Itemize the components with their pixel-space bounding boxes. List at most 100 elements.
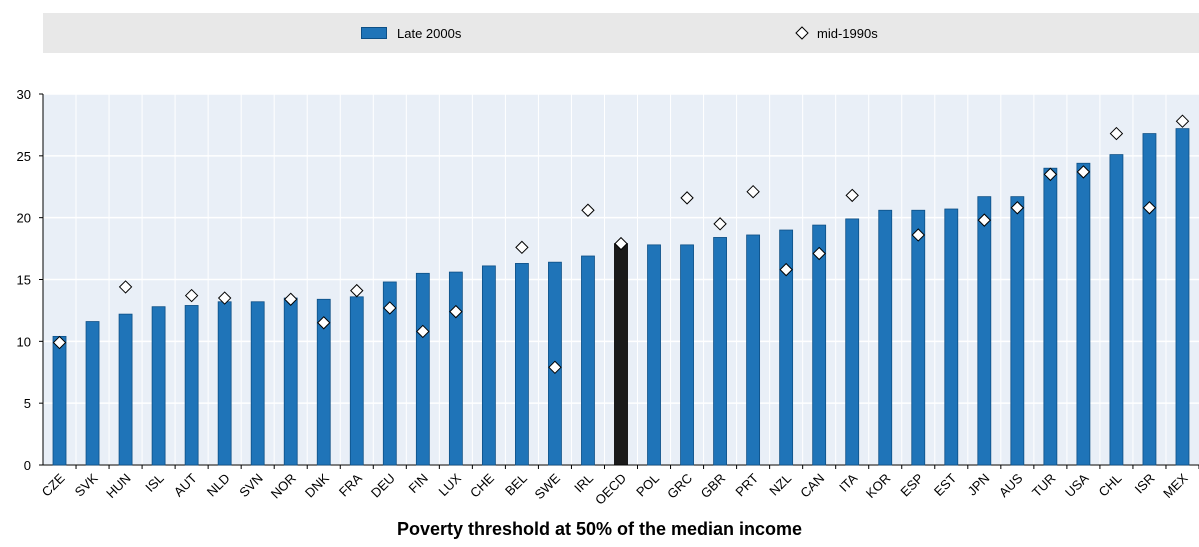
- bar-est[interactable]: [944, 208, 959, 466]
- bar-esp[interactable]: [911, 209, 926, 466]
- chart-title: Poverty threshold at 50% of the median i…: [396, 519, 803, 539]
- x-tick-label-fra: FRA: [336, 470, 365, 499]
- x-tick-label-nld: NLD: [204, 471, 233, 500]
- x-tick-label-bel: BEL: [502, 471, 530, 499]
- legend-item-late-2000s[interactable]: Late 2000s: [361, 13, 461, 53]
- y-tick-label: 15: [17, 273, 31, 288]
- bar-kor[interactable]: [878, 209, 893, 466]
- marker-isr[interactable]: [1142, 201, 1157, 215]
- marker-oecd[interactable]: [614, 236, 628, 251]
- marker-cze[interactable]: [52, 335, 67, 350]
- x-tick-label-aus: AUS: [996, 470, 1026, 500]
- bar-jpn[interactable]: [977, 196, 992, 466]
- legend-label-mid-1990s: mid-1990s: [817, 25, 878, 41]
- bar-fra[interactable]: [349, 296, 364, 466]
- bar-svn[interactable]: [250, 301, 265, 466]
- marker-aus[interactable]: [1010, 201, 1025, 215]
- marker-fin[interactable]: [416, 324, 430, 339]
- bar-aut[interactable]: [184, 305, 199, 466]
- marker-fra[interactable]: [350, 283, 364, 298]
- legend-item-mid-1990s[interactable]: mid-1990s: [795, 13, 878, 53]
- marker-dnk[interactable]: [317, 316, 331, 330]
- y-tick-label: 0: [24, 458, 31, 473]
- marker-nzl[interactable]: [779, 262, 793, 277]
- bar-deu[interactable]: [382, 281, 397, 466]
- x-tick-label-hun: HUN: [103, 471, 134, 502]
- x-tick-label-cze: CZE: [39, 470, 68, 499]
- marker-aut[interactable]: [184, 288, 199, 303]
- bar-can[interactable]: [812, 224, 827, 466]
- legend-label-late-2000s: Late 2000s: [397, 25, 462, 41]
- x-tick-label-swe: SWE: [532, 470, 564, 502]
- marker-chl[interactable]: [1109, 126, 1124, 141]
- marker-deu[interactable]: [383, 301, 397, 315]
- bar-grc[interactable]: [680, 244, 694, 466]
- x-tick-label-che: CHE: [467, 470, 497, 500]
- bar-pol[interactable]: [647, 244, 661, 466]
- bar-nzl[interactable]: [779, 229, 794, 466]
- x-tick-label-svk: SVK: [72, 470, 101, 499]
- legend-diamond-icon: [795, 26, 809, 40]
- marker-swe[interactable]: [548, 360, 562, 375]
- bar-lux[interactable]: [448, 271, 463, 466]
- bar-nor[interactable]: [283, 297, 298, 466]
- bar-mex[interactable]: [1175, 128, 1190, 466]
- legend-bar-swatch: [361, 27, 387, 39]
- marker-can[interactable]: [812, 246, 826, 261]
- x-tick-label-irl: IRL: [571, 471, 596, 496]
- marker-tur[interactable]: [1043, 167, 1058, 182]
- bar-che[interactable]: [481, 265, 496, 466]
- bar-isr[interactable]: [1142, 133, 1157, 466]
- bar-aus[interactable]: [1010, 196, 1025, 466]
- x-tick-label-oecd: OECD: [592, 471, 629, 508]
- bar-isl[interactable]: [151, 306, 166, 466]
- x-tick-label-lux: LUX: [435, 470, 464, 499]
- x-tick-label-dnk: DNK: [302, 470, 332, 500]
- bar-chl[interactable]: [1109, 154, 1124, 466]
- bar-hun[interactable]: [118, 313, 133, 466]
- x-tick-label-chl: CHL: [1096, 471, 1125, 500]
- marker-esp[interactable]: [911, 228, 925, 242]
- x-tick-label-nor: NOR: [268, 471, 299, 502]
- marker-usa[interactable]: [1076, 165, 1091, 179]
- x-tick-label-ita: ITA: [836, 470, 860, 494]
- bar-dnk[interactable]: [316, 298, 331, 466]
- marker-grc[interactable]: [680, 191, 694, 205]
- x-tick-label-prt: PRT: [732, 470, 761, 499]
- x-tick-label-isr: ISR: [1132, 471, 1158, 497]
- x-tick-label-pol: POL: [633, 471, 662, 500]
- bar-irl[interactable]: [581, 255, 595, 466]
- bar-cze[interactable]: [52, 335, 67, 466]
- marker-nld[interactable]: [217, 291, 232, 305]
- x-tick-label-tur: TUR: [1029, 471, 1058, 500]
- marker-mex[interactable]: [1175, 114, 1190, 128]
- x-tick-label-usa: USA: [1062, 470, 1092, 500]
- bar-prt[interactable]: [746, 234, 761, 466]
- marker-lux[interactable]: [449, 304, 463, 319]
- bar-gbr[interactable]: [713, 237, 727, 466]
- bar-oecd[interactable]: [614, 243, 628, 466]
- marker-gbr[interactable]: [713, 217, 727, 231]
- bar-fin[interactable]: [415, 272, 430, 466]
- marker-prt[interactable]: [746, 184, 760, 199]
- marker-irl[interactable]: [581, 203, 595, 217]
- x-tick-label-fin: FIN: [406, 471, 431, 496]
- bar-usa[interactable]: [1076, 162, 1091, 466]
- x-tick-label-kor: KOR: [863, 471, 894, 502]
- bar-nld[interactable]: [217, 301, 232, 466]
- legend: Late 2000s mid-1990s: [43, 13, 1199, 53]
- x-tick-label-aut: AUT: [171, 470, 200, 499]
- bar-bel[interactable]: [515, 263, 529, 466]
- marker-jpn[interactable]: [977, 213, 992, 227]
- x-tick-label-svn: SVN: [236, 471, 266, 501]
- x-tick-label-grc: GRC: [664, 471, 695, 502]
- marker-nor[interactable]: [284, 292, 298, 306]
- x-tick-label-can: CAN: [797, 471, 827, 501]
- marker-ita[interactable]: [845, 188, 859, 203]
- bar-ita[interactable]: [845, 218, 860, 466]
- y-tick-label: 5: [24, 396, 31, 411]
- bar-svk[interactable]: [85, 321, 100, 466]
- bar-tur[interactable]: [1043, 167, 1058, 466]
- marker-bel[interactable]: [515, 240, 529, 255]
- marker-hun[interactable]: [118, 280, 133, 294]
